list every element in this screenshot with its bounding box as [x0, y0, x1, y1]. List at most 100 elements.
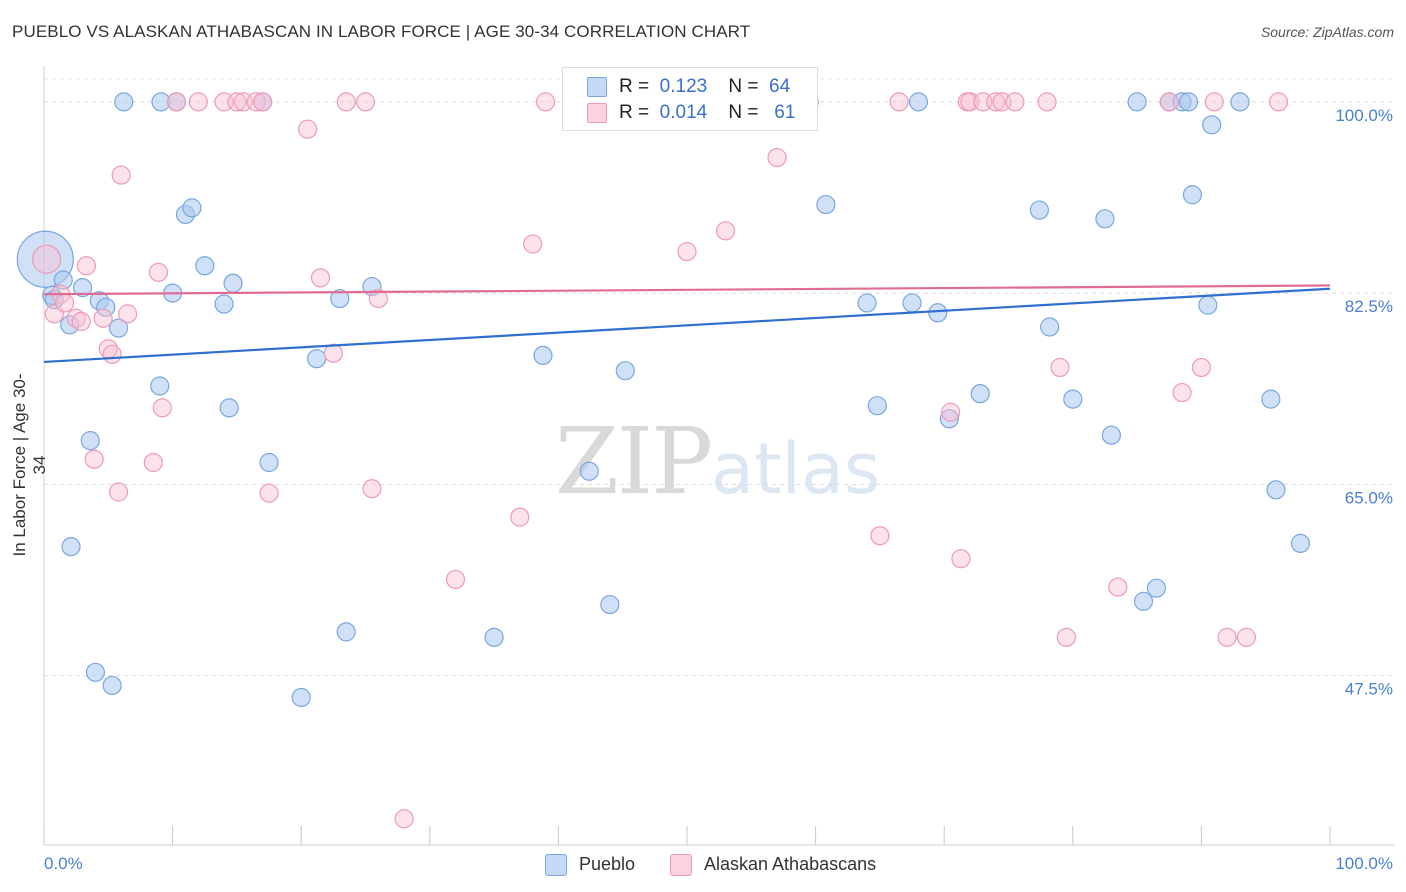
chart-title: PUEBLO VS ALASKAN ATHABASCAN IN LABOR FO…: [12, 22, 751, 41]
athabascan-point: [76, 256, 97, 276]
pueblo-point: [330, 288, 350, 309]
pueblo-point: [291, 687, 311, 708]
athabascan-point: [1108, 577, 1128, 597]
athabascan-point: [1037, 92, 1057, 112]
series-legend-athabascan[interactable]: Alaskan Athabascans: [670, 852, 876, 877]
pueblo-point: [72, 278, 93, 298]
athabascan-point: [870, 526, 890, 546]
y-axis-label: In Labor Force | Age 30-34: [10, 373, 49, 557]
athabascan-point: [889, 92, 909, 112]
athabascan-point: [298, 119, 318, 139]
pueblo-point: [1178, 92, 1199, 112]
athabascan-point: [111, 165, 131, 185]
pueblo-point: [1266, 480, 1286, 500]
athabascan-point: [1159, 92, 1179, 112]
pueblo-point: [579, 461, 599, 481]
athabascan-point: [31, 244, 62, 274]
pueblo-point: [857, 293, 877, 313]
athabascan-point: [1236, 627, 1257, 647]
legend-n-label: N =: [728, 102, 759, 123]
series-legend-pueblo[interactable]: Pueblo: [545, 852, 635, 877]
athabascan-point: [677, 241, 697, 262]
pueblo-point: [1230, 92, 1250, 112]
athabascan-point: [148, 262, 169, 282]
source-label: Source: ZipAtlas.com: [1260, 24, 1394, 40]
athabascan-point: [166, 92, 187, 112]
athabascan-point: [102, 344, 122, 364]
pueblo-point: [1101, 425, 1121, 445]
athabascan-point: [71, 311, 91, 332]
legend-r-label: R =: [619, 102, 650, 123]
athabascan-point: [523, 234, 543, 254]
pueblo-point: [219, 398, 239, 418]
athabascan-point: [767, 147, 787, 168]
legend-r-value: 0.014: [659, 102, 708, 123]
pueblo-point: [214, 294, 234, 314]
pueblo-point: [816, 194, 836, 215]
pueblo-point: [336, 622, 356, 642]
watermark: ZIPatlas: [555, 408, 880, 515]
athabascan-point: [362, 479, 382, 499]
athabascan-point: [1191, 357, 1212, 378]
watermark-zip: ZIP: [555, 408, 713, 515]
legend-row-pueblo: R = 0.123 N = 64: [587, 74, 790, 100]
pueblo-point: [1095, 209, 1115, 229]
athabascan-point: [152, 398, 172, 418]
watermark-atlas: atlas: [711, 428, 881, 510]
athabascan-point: [66, 308, 86, 328]
pueblo-point: [600, 594, 620, 615]
athabascan-trend-line: [43, 284, 1331, 296]
pueblo-point: [1290, 533, 1311, 553]
legend-n-value: 61: [774, 102, 796, 123]
athabascan-point: [535, 92, 556, 112]
y-tick-label: 47.5%: [1345, 680, 1393, 699]
athabascan-point: [394, 809, 414, 829]
legend-r-value: 0.123: [659, 76, 708, 97]
pueblo-swatch: [545, 854, 567, 877]
x-tick-label: 0.0%: [44, 854, 83, 873]
pueblo-point: [867, 396, 887, 416]
y-tick-label: 100.0%: [1335, 106, 1393, 125]
athabascan-point: [445, 569, 466, 590]
athabascan-point: [227, 92, 247, 112]
pueblo-point: [970, 384, 990, 404]
y-tick-label: 82.5%: [1345, 297, 1393, 316]
pueblo-point: [1202, 115, 1222, 135]
x-tick-label: 100.0%: [1335, 854, 1393, 873]
athabascan-point: [54, 293, 75, 313]
athabascan-point: [1050, 357, 1070, 378]
pueblo-trend-line: [43, 287, 1331, 364]
pueblo-point: [902, 293, 922, 313]
legend-row-athabascan: R = 0.014 N = 61: [587, 100, 795, 126]
pueblo-point: [307, 349, 327, 369]
athabascan-point: [510, 507, 530, 527]
pueblo-point: [1063, 389, 1083, 409]
athabascan-point: [253, 92, 273, 112]
pueblo-point: [1127, 92, 1147, 112]
pueblo-point: [939, 409, 959, 429]
pueblo-point: [108, 318, 129, 338]
pueblo-point: [1133, 591, 1154, 611]
athabascan-point: [84, 449, 104, 469]
pueblo-point: [223, 273, 243, 293]
pueblo-point: [615, 361, 635, 381]
athabascan-point: [941, 402, 961, 422]
pueblo-point: [150, 376, 170, 396]
athabascan-point: [143, 452, 163, 473]
pueblo-point: [53, 270, 73, 290]
athabascan-point: [259, 483, 279, 503]
pueblo-point: [182, 198, 202, 218]
athabascan-point: [246, 92, 266, 112]
athabascan-point: [1056, 627, 1076, 647]
pueblo-point: [1029, 200, 1049, 220]
pueblo-point: [1040, 317, 1060, 337]
pueblo-point: [1261, 389, 1281, 409]
athabascan-point: [310, 268, 331, 288]
athabascan-point: [951, 549, 971, 569]
pueblo-point: [195, 256, 215, 276]
athabascan-point: [1204, 92, 1224, 112]
athabascan-swatch: [670, 854, 692, 877]
series-legend: Pueblo Alaskan Athabascans: [0, 852, 1406, 877]
pueblo-point: [1182, 185, 1202, 205]
